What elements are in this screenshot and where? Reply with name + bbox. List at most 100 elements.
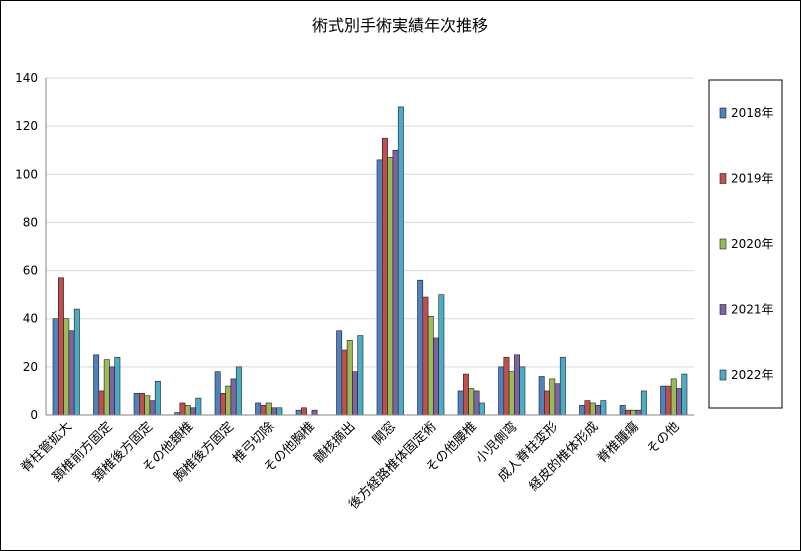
bar	[438, 294, 445, 416]
legend-label: 2020年	[731, 237, 774, 251]
bar	[139, 393, 145, 416]
y-tick-label: 40	[23, 312, 38, 326]
legend-swatch	[719, 238, 727, 250]
bar	[392, 149, 399, 416]
bar	[417, 279, 424, 416]
bar	[357, 335, 364, 416]
bar	[336, 330, 343, 416]
y-axis-ticks: 0 20 40 60 80 100 120 140	[15, 71, 38, 422]
category-label: 開窓	[369, 419, 399, 449]
bar	[352, 371, 358, 416]
bar	[624, 409, 631, 416]
y-tick-label: 80	[23, 215, 38, 229]
bar	[98, 390, 105, 416]
bar	[109, 366, 116, 416]
bar	[498, 366, 505, 416]
bar	[235, 366, 242, 416]
category-labels: 脊柱管拡大頚椎前方固定頚椎後方固定その他頚椎胸椎後方固定椎弓切除その他胸椎髄核摘…	[18, 419, 682, 513]
bar	[300, 407, 307, 416]
legend-swatch	[719, 304, 727, 315]
bar	[503, 356, 510, 416]
bar	[68, 330, 75, 416]
bar	[381, 137, 388, 416]
bar	[600, 400, 607, 416]
y-tick-label: 60	[23, 264, 38, 278]
bar	[255, 402, 262, 416]
bar	[63, 318, 70, 416]
legend-label: 2018年	[731, 106, 774, 120]
bar	[519, 366, 526, 416]
bar	[195, 397, 202, 416]
bar	[276, 407, 283, 416]
legend: 2018年 2019年 2020年 2021年 2022年	[708, 79, 783, 409]
bar	[543, 390, 550, 416]
category-label: その他	[644, 419, 682, 457]
legend-swatch	[719, 107, 727, 119]
bar	[635, 409, 642, 416]
bar	[619, 405, 626, 416]
bar	[457, 390, 464, 416]
bar	[549, 378, 556, 416]
bar	[538, 376, 545, 416]
bar	[214, 371, 221, 416]
bar	[220, 393, 226, 416]
bar	[179, 402, 186, 416]
bar	[73, 308, 80, 416]
bar	[295, 409, 302, 416]
bar	[225, 385, 232, 416]
bar	[660, 385, 667, 416]
bar	[52, 318, 59, 416]
bar	[676, 388, 683, 416]
bar	[630, 409, 637, 416]
legend-label: 2021年	[731, 303, 774, 317]
y-tick-label: 120	[15, 119, 38, 133]
bar	[462, 373, 469, 416]
bar	[595, 405, 602, 416]
bar	[589, 402, 596, 416]
bar	[559, 356, 566, 416]
bars	[52, 106, 688, 416]
legend-label: 2019年	[731, 172, 774, 186]
bar	[584, 400, 591, 416]
bar	[387, 157, 394, 416]
bar	[57, 277, 64, 416]
bar	[473, 390, 480, 416]
chart-title: 術式別手術実績年次推移	[312, 16, 488, 35]
legend-label: 2022年	[731, 368, 774, 382]
bar	[311, 409, 318, 416]
bar	[554, 383, 561, 416]
bar	[579, 405, 586, 416]
bar	[422, 296, 429, 416]
bar	[133, 393, 140, 416]
bar	[114, 356, 121, 416]
bar	[468, 388, 475, 416]
bar	[433, 337, 439, 416]
y-tick-label: 100	[15, 167, 38, 181]
bar	[260, 405, 267, 416]
bar	[346, 340, 353, 416]
bar	[184, 405, 191, 416]
legend-swatch	[719, 173, 727, 184]
bar	[103, 359, 110, 416]
bar	[149, 400, 156, 416]
bar	[427, 316, 434, 416]
bar	[341, 349, 348, 416]
y-tick-label: 140	[15, 71, 38, 85]
gridlines	[46, 77, 694, 368]
bar	[154, 380, 161, 416]
bar	[508, 371, 515, 416]
bar	[376, 159, 383, 416]
category-label: 脊椎腫瘍	[594, 419, 642, 467]
bar	[265, 402, 272, 416]
bar	[230, 378, 237, 416]
category-label: 髄核摘出	[310, 419, 358, 467]
bar	[397, 106, 404, 416]
bar	[514, 354, 521, 416]
bar	[478, 402, 485, 416]
y-tick-label: 20	[23, 360, 38, 374]
bar	[665, 385, 672, 416]
bar	[190, 407, 196, 416]
bar	[93, 354, 100, 416]
category-label: 経皮的椎体形成	[526, 419, 602, 495]
